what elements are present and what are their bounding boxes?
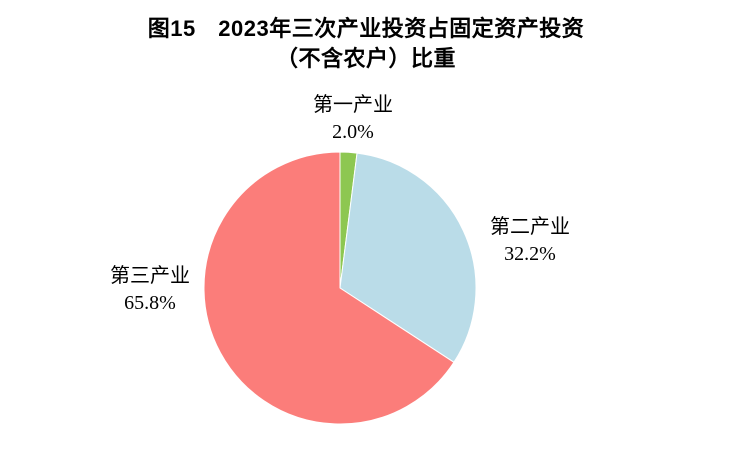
pie-slice-tertiary-industry	[203, 151, 455, 425]
slice-label-name: 第三产业	[110, 265, 190, 287]
chart-title: 图15 2023年三次产业投资占固定资产投资 （不含农户）比重	[0, 14, 732, 74]
slice-label-tertiary-industry: 第三产业 65.8%	[110, 263, 190, 317]
slice-label-primary-industry: 第一产业 2.0%	[313, 92, 393, 146]
slice-label-secondary-industry: 第二产业 32.2%	[490, 214, 570, 268]
slice-label-value: 65.8%	[124, 292, 176, 314]
slice-label-value: 2.0%	[332, 121, 374, 143]
slice-label-value: 32.2%	[504, 243, 556, 265]
slice-label-name: 第一产业	[313, 94, 393, 116]
chart-title-line1: 图15 2023年三次产业投资占固定资产投资	[147, 16, 585, 41]
slice-label-name: 第二产业	[490, 216, 570, 238]
chart-title-line2: （不含农户）比重	[275, 46, 456, 71]
